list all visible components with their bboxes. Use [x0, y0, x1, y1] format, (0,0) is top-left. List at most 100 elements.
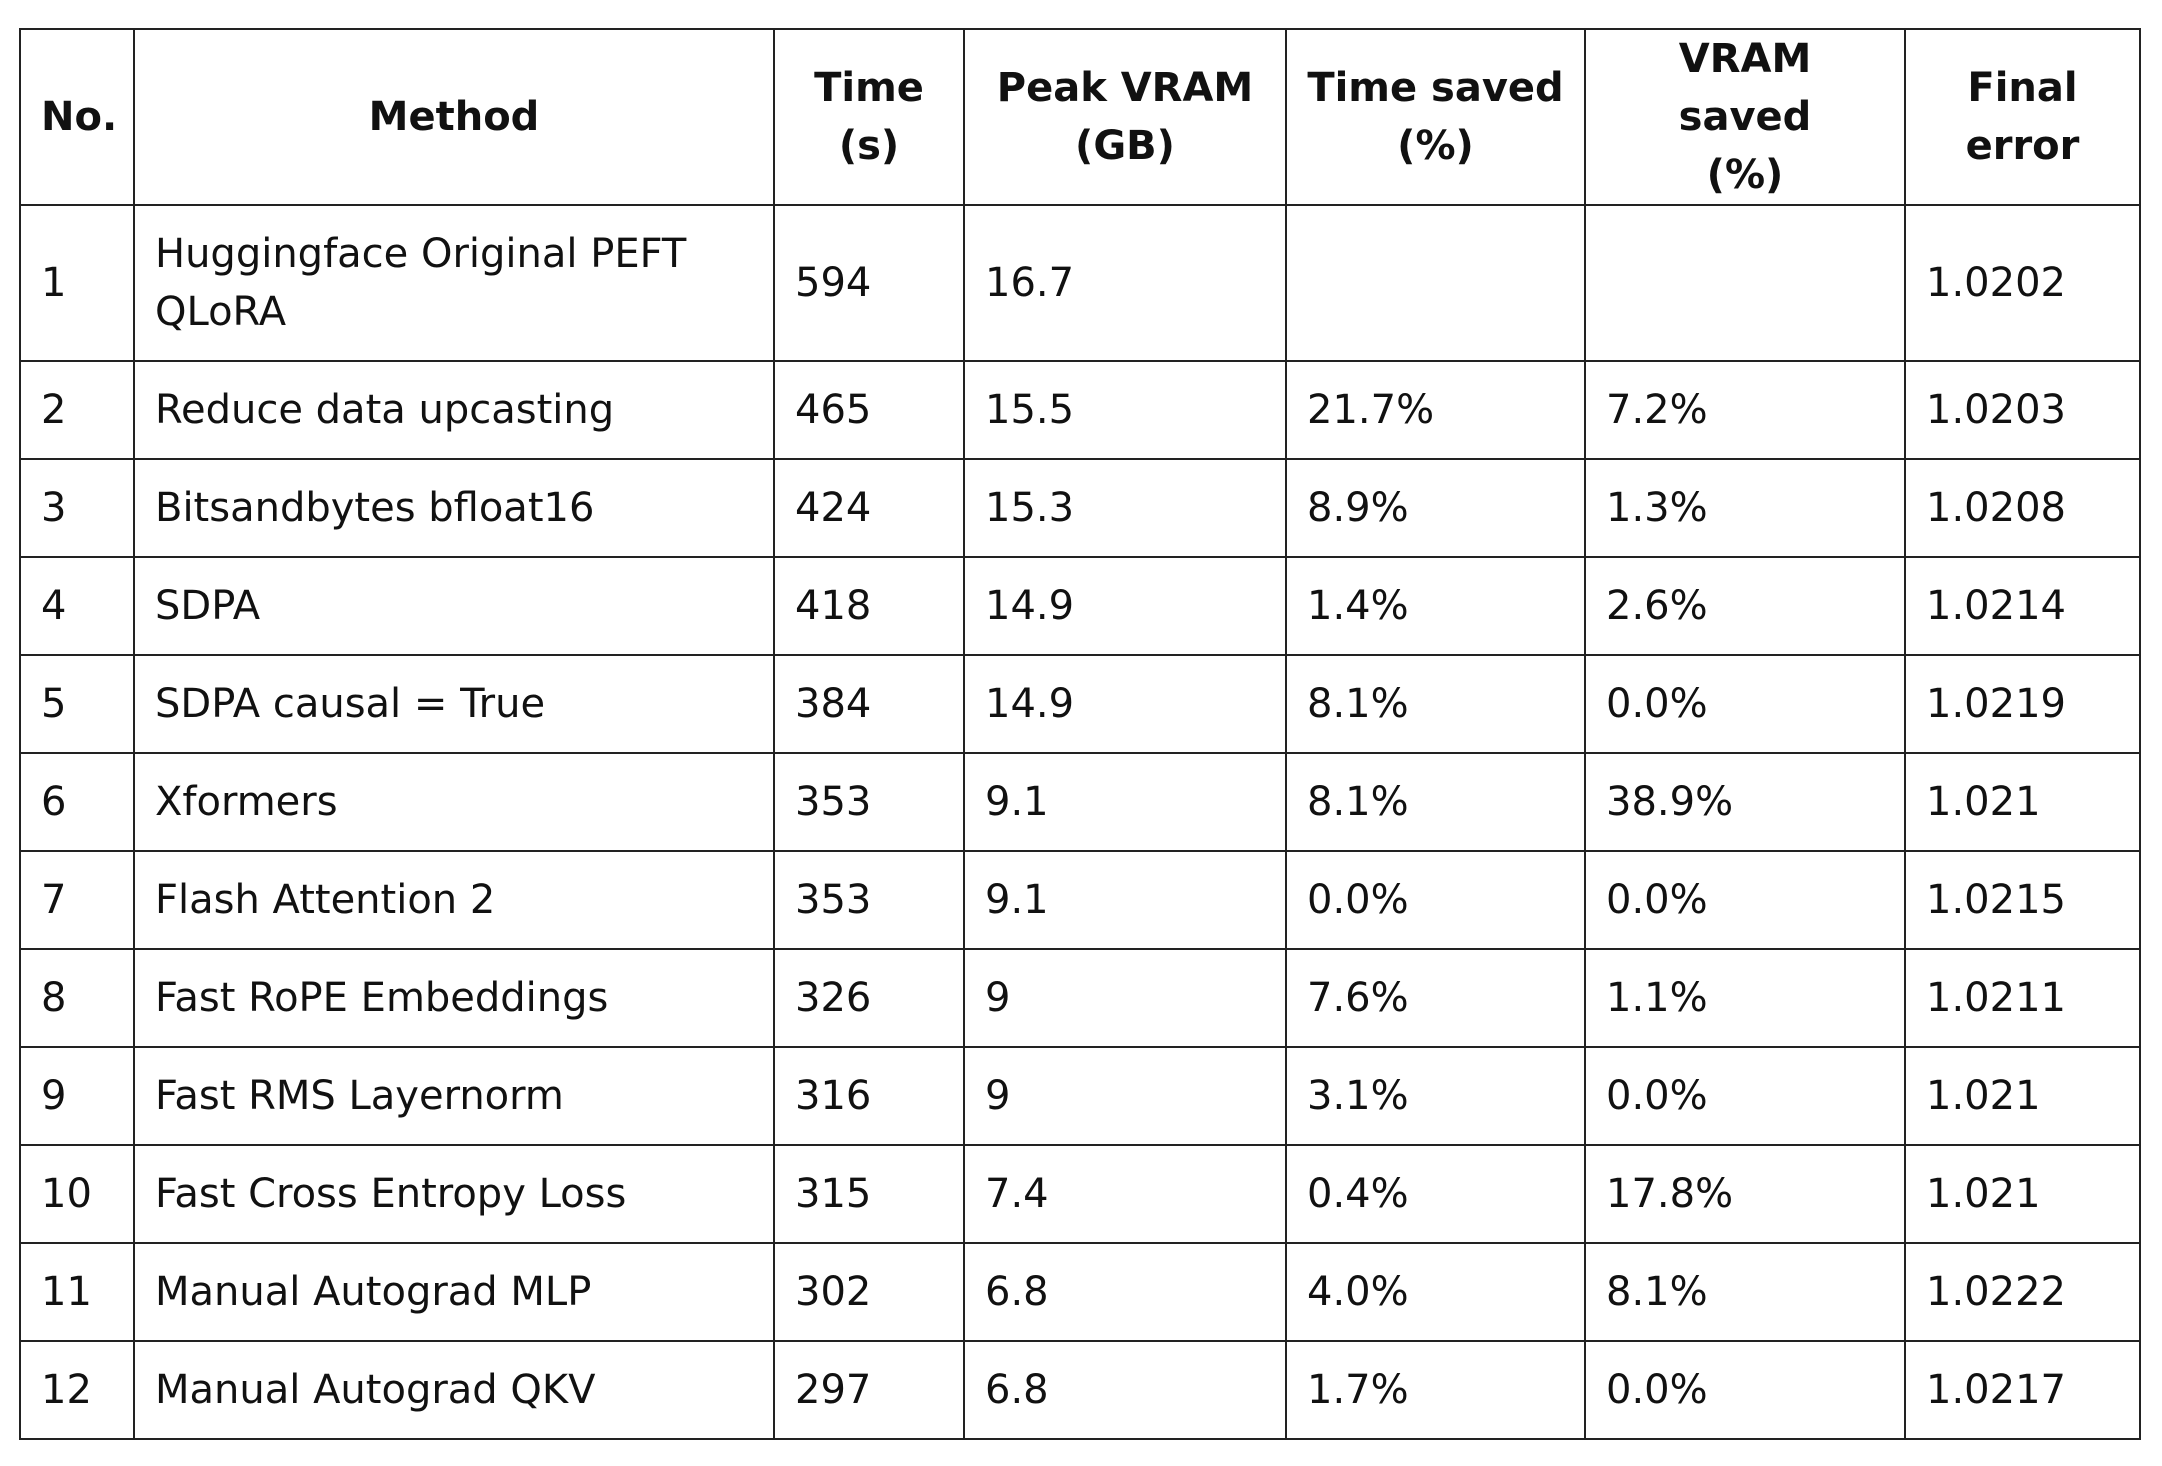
- table-cell: 7.4: [963, 1144, 1287, 1244]
- table-cell: 21.7%: [1285, 360, 1586, 460]
- header-text: VRAM saved: [1678, 36, 1812, 140]
- table-row: 1 Huggingface Original PEFT QLoRA 594 16.7 1…: [19, 204, 2141, 362]
- table-cell: 10: [19, 1144, 135, 1244]
- table-cell: 326: [773, 948, 965, 1048]
- table-cell: 14.9: [963, 654, 1287, 754]
- table-cell: 1.0215: [1904, 850, 2141, 950]
- header-text: Method: [368, 94, 540, 140]
- table-cell: SDPA: [133, 556, 775, 656]
- header-text: error: [1965, 123, 2080, 169]
- table-body: 1 Huggingface Original PEFT QLoRA 594 16.7 1…: [19, 204, 2141, 1440]
- table-cell: 1.0222: [1904, 1242, 2141, 1342]
- table-cell: 0.0%: [1584, 1340, 1906, 1440]
- header-text: (s): [838, 123, 900, 169]
- header-cell: Peak VRAM (GB): [963, 28, 1287, 206]
- header-cell: Final error: [1904, 28, 2141, 206]
- table-row: 8 Fast RoPE Embeddings 326 9 7.6% 1.1% 1.0211: [19, 948, 2141, 1048]
- table-cell: 16.7: [963, 204, 1287, 362]
- header-text: Final: [1967, 65, 2078, 111]
- table-cell: 0.0%: [1584, 850, 1906, 950]
- table-cell: 424: [773, 458, 965, 558]
- table-cell: 7.6%: [1285, 948, 1586, 1048]
- table-cell: SDPA causal = True: [133, 654, 775, 754]
- table-cell: 1.0214: [1904, 556, 2141, 656]
- table-cell: 1.0217: [1904, 1340, 2141, 1440]
- header-text: Time saved: [1307, 65, 1564, 111]
- header-cell: VRAM saved (%): [1584, 28, 1906, 206]
- table-cell: 0.0%: [1584, 654, 1906, 754]
- table-cell: 1.021: [1904, 752, 2141, 852]
- table-cell: 0.4%: [1285, 1144, 1586, 1244]
- table-cell: 2: [19, 360, 135, 460]
- table-cell: 1: [19, 204, 135, 362]
- table-cell: 8.1%: [1584, 1242, 1906, 1342]
- table-cell: 594: [773, 204, 965, 362]
- table-cell: 38.9%: [1584, 752, 1906, 852]
- table-cell: 315: [773, 1144, 965, 1244]
- table-row: 12 Manual Autograd QKV 297 6.8 1.7% 0.0% 1.021…: [19, 1340, 2141, 1440]
- table-cell: 9: [963, 1046, 1287, 1146]
- table-row: 6 Xformers 353 9.1 8.1% 38.9% 1.021: [19, 752, 2141, 852]
- table-cell: 316: [773, 1046, 965, 1146]
- table-cell: 384: [773, 654, 965, 754]
- table-row: 9 Fast RMS Layernorm 316 9 3.1% 0.0% 1.021: [19, 1046, 2141, 1146]
- table-cell: Fast RoPE Embeddings: [133, 948, 775, 1048]
- table-cell: 0.0%: [1285, 850, 1586, 950]
- table-row: 2 Reduce data upcasting 465 15.5 21.7% 7.2% 1.…: [19, 360, 2141, 460]
- header-text: No.: [41, 94, 118, 140]
- table-cell: 17.8%: [1584, 1144, 1906, 1244]
- header-text: (%): [1397, 123, 1474, 169]
- table-cell: 1.0202: [1904, 204, 2141, 362]
- table-cell: 3: [19, 458, 135, 558]
- table-row: 3 Bitsandbytes bfloat16 424 15.3 8.9% 1.3% 1.0…: [19, 458, 2141, 558]
- table-cell: 4.0%: [1285, 1242, 1586, 1342]
- header-cell: Time (s): [773, 28, 965, 206]
- table-cell: 6.8: [963, 1340, 1287, 1440]
- header-cell: Time saved (%): [1285, 28, 1586, 206]
- table-cell: Reduce data upcasting: [133, 360, 775, 460]
- table-cell: 2.6%: [1584, 556, 1906, 656]
- table-cell: 8: [19, 948, 135, 1048]
- table-cell: 418: [773, 556, 965, 656]
- table-row: 4 SDPA 418 14.9 1.4% 2.6% 1.0214: [19, 556, 2141, 656]
- table-cell: 11: [19, 1242, 135, 1342]
- table-cell: [1584, 204, 1906, 362]
- table-row: 7 Flash Attention 2 353 9.1 0.0% 0.0% 1.0215: [19, 850, 2141, 950]
- table-cell: Huggingface Original PEFT QLoRA: [133, 204, 775, 362]
- table-cell: 1.7%: [1285, 1340, 1586, 1440]
- table-cell: 9: [963, 948, 1287, 1048]
- table-cell: 0.0%: [1584, 1046, 1906, 1146]
- table-cell: 3.1%: [1285, 1046, 1586, 1146]
- table-cell: 1.0211: [1904, 948, 2141, 1048]
- table-cell: 7: [19, 850, 135, 950]
- table-row: 10 Fast Cross Entropy Loss 315 7.4 0.4% 17.8%…: [19, 1144, 2141, 1244]
- table-cell: 15.5: [963, 360, 1287, 460]
- table-cell: Manual Autograd MLP: [133, 1242, 775, 1342]
- header-text: (GB): [1075, 123, 1175, 169]
- header-text: (%): [1706, 152, 1784, 198]
- table-cell: 8.9%: [1285, 458, 1586, 558]
- table-cell: 1.3%: [1584, 458, 1906, 558]
- table-row: 5 SDPA causal = True 384 14.9 8.1% 0.0% 1.0219: [19, 654, 2141, 754]
- table-cell: Manual Autograd QKV: [133, 1340, 775, 1440]
- header-text: Peak VRAM: [996, 65, 1254, 111]
- header-cell: Method: [133, 28, 775, 206]
- table-cell: 8.1%: [1285, 752, 1586, 852]
- table-cell: [1285, 204, 1586, 362]
- table-cell: 8.1%: [1285, 654, 1586, 754]
- table-cell: 1.0219: [1904, 654, 2141, 754]
- table-cell: 465: [773, 360, 965, 460]
- table-cell: 1.021: [1904, 1144, 2141, 1244]
- table-cell: 9.1: [963, 752, 1287, 852]
- table-cell: 5: [19, 654, 135, 754]
- header-text: Time: [814, 65, 924, 111]
- table-cell: 1.0203: [1904, 360, 2141, 460]
- table-cell: 4: [19, 556, 135, 656]
- table-cell: 1.1%: [1584, 948, 1906, 1048]
- header-row: No. Method Time (s) Peak VRAM (GB) Time saved (…: [19, 28, 2141, 206]
- table-cell: Fast RMS Layernorm: [133, 1046, 775, 1146]
- table-cell: Xformers: [133, 752, 775, 852]
- table-cell: 12: [19, 1340, 135, 1440]
- table-cell: 15.3: [963, 458, 1287, 558]
